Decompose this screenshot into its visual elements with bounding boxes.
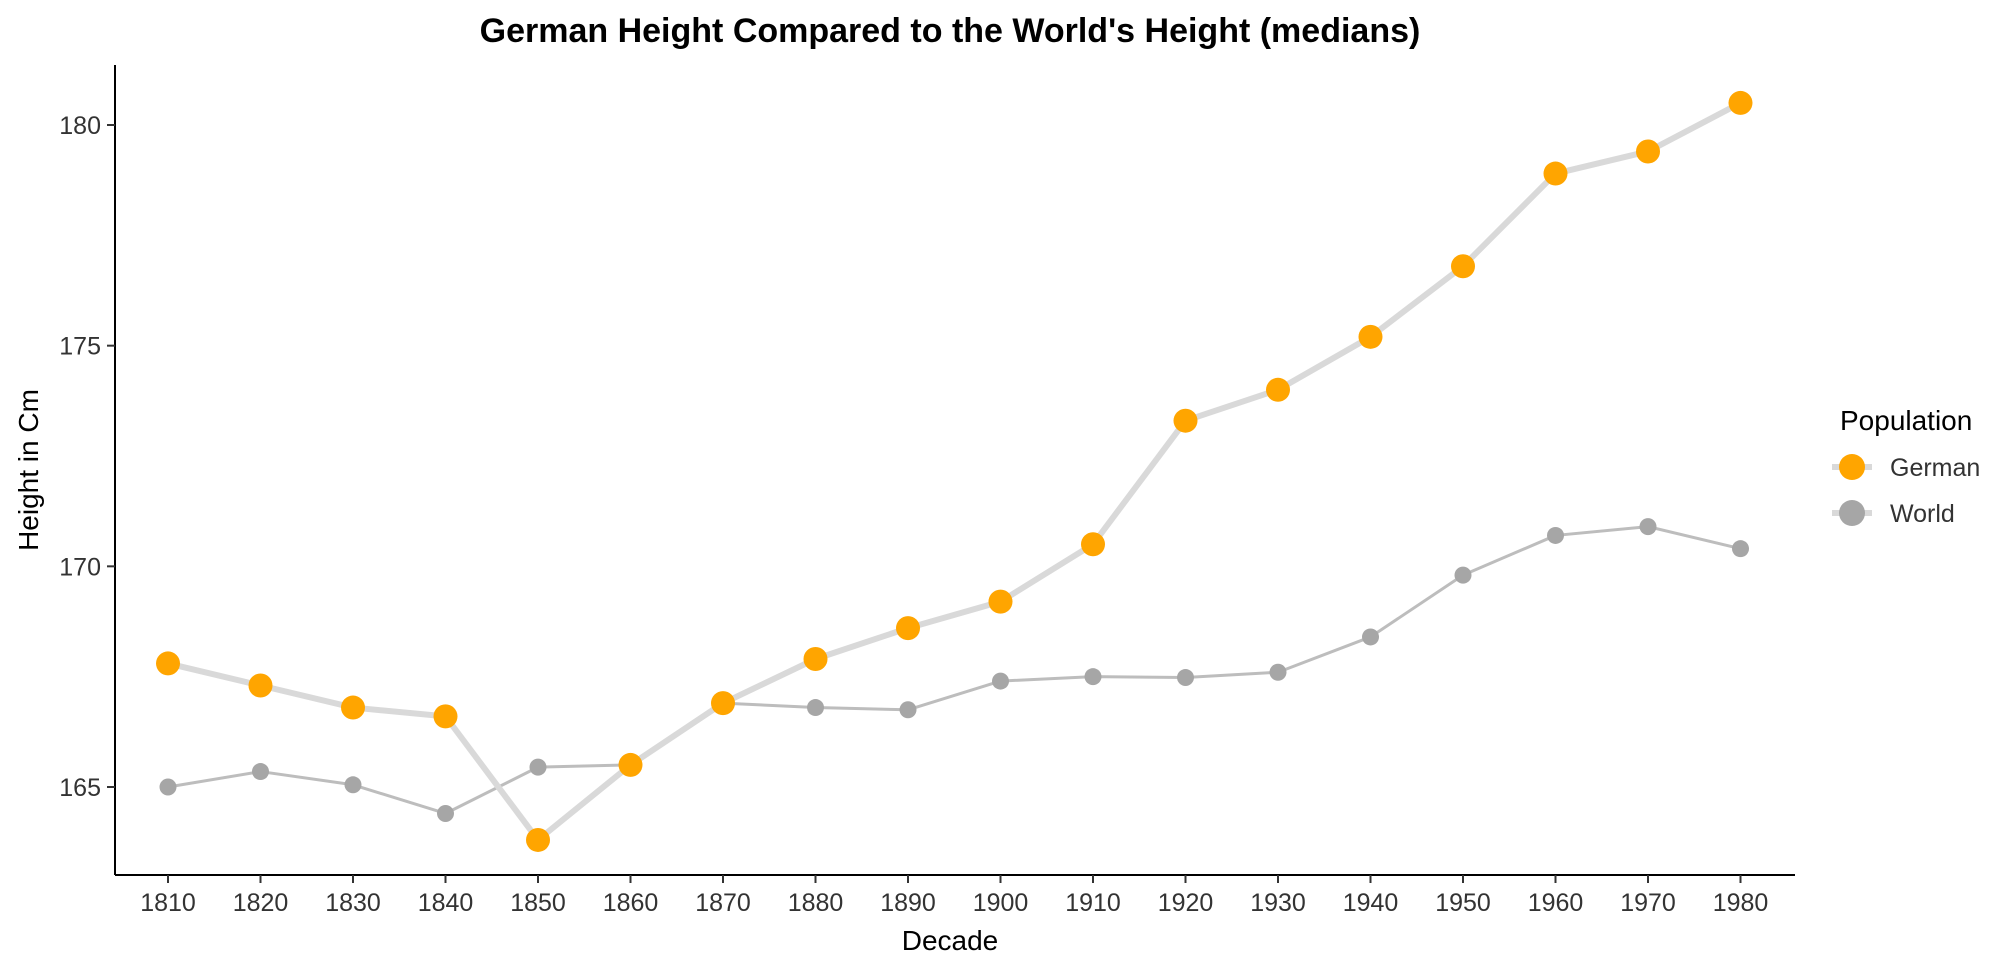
- y-tick-label: 165: [59, 774, 101, 802]
- legend-items: German World: [1832, 454, 1980, 528]
- legend-label-german: German: [1890, 454, 1980, 482]
- data-point-german: [896, 616, 920, 641]
- x-axis-label: Decade: [902, 925, 999, 956]
- x-tick-label: 1820: [233, 889, 289, 917]
- data-point-german: [1173, 408, 1198, 433]
- x-tick-label: 1900: [973, 889, 1029, 917]
- data-point-world: [159, 778, 177, 796]
- data-point-german: [1728, 90, 1753, 115]
- x-tick-label: 1960: [1528, 889, 1584, 917]
- data-point-german: [711, 691, 735, 716]
- legend-title: Population: [1840, 405, 1972, 436]
- data-point-world: [1084, 668, 1102, 686]
- x-tick-label: 1870: [695, 889, 751, 917]
- data-point-world: [1177, 669, 1194, 687]
- series-lines: [167, 100, 1742, 843]
- x-tick-label: 1880: [788, 889, 844, 917]
- x-tick-label: 1860: [603, 889, 659, 917]
- data-point-german: [803, 647, 828, 672]
- data-point-german: [433, 704, 458, 729]
- x-tick-label: 1950: [1435, 889, 1491, 917]
- data-point-german: [618, 752, 643, 777]
- legend-key-german: [1839, 454, 1865, 480]
- x-tick-label: 1890: [880, 889, 936, 917]
- data-point-german: [1081, 532, 1105, 557]
- data-point-german: [248, 673, 273, 698]
- x-tick-label: 1920: [1158, 889, 1214, 917]
- y-tick-label: 180: [59, 112, 101, 140]
- legend: Population German World: [1832, 405, 1980, 528]
- data-point-world: [1269, 663, 1287, 681]
- legend-label-world: World: [1890, 500, 1955, 528]
- data-point-german: [1543, 161, 1568, 186]
- data-point-german: [988, 589, 1013, 614]
- data-point-world: [1547, 526, 1564, 544]
- data-point-german: [526, 827, 550, 852]
- data-point-german: [1266, 377, 1290, 402]
- data-point-german: [1636, 139, 1660, 164]
- y-tick-label: 170: [59, 553, 101, 581]
- data-point-german: [341, 695, 365, 720]
- series-points: [156, 90, 1753, 852]
- data-point-world: [992, 672, 1009, 690]
- x-tick-label: 1940: [1343, 889, 1399, 917]
- series-line-german: [167, 100, 1742, 843]
- x-tick-label: 1910: [1065, 889, 1121, 917]
- legend-key-world: [1839, 500, 1865, 526]
- data-point-world: [899, 701, 917, 719]
- x-tick-label: 1840: [418, 889, 474, 917]
- chart-title: German Height Compared to the World's He…: [480, 12, 1421, 50]
- y-tick-label: 175: [59, 333, 101, 361]
- data-point-world: [252, 763, 269, 781]
- data-point-world: [807, 699, 824, 717]
- data-point-world: [344, 776, 362, 794]
- axes: [114, 65, 1795, 876]
- series-line-world: [167, 525, 1741, 815]
- data-point-world: [1362, 628, 1379, 646]
- data-point-world: [1454, 566, 1472, 584]
- x-tick-label: 1830: [325, 889, 381, 917]
- data-point-world: [1732, 540, 1749, 558]
- data-point-german: [1451, 254, 1475, 279]
- x-tick-label: 1970: [1620, 889, 1676, 917]
- x-tick-label: 1980: [1713, 889, 1769, 917]
- y-axis-label: Height in Cm: [13, 389, 44, 551]
- data-point-world: [529, 758, 547, 776]
- x-ticks: 1810 1820 1830 1840 1850 1860 1870 1880 1890 1900…: [140, 875, 1768, 917]
- x-tick-label: 1850: [510, 889, 566, 917]
- x-tick-label: 1930: [1250, 889, 1306, 917]
- data-point-world: [1639, 518, 1657, 536]
- data-point-german: [156, 651, 180, 676]
- x-tick-label: 1810: [140, 889, 196, 917]
- y-ticks: 165 170 175 180: [59, 112, 115, 802]
- data-point-german: [1358, 324, 1383, 349]
- data-point-world: [437, 804, 454, 822]
